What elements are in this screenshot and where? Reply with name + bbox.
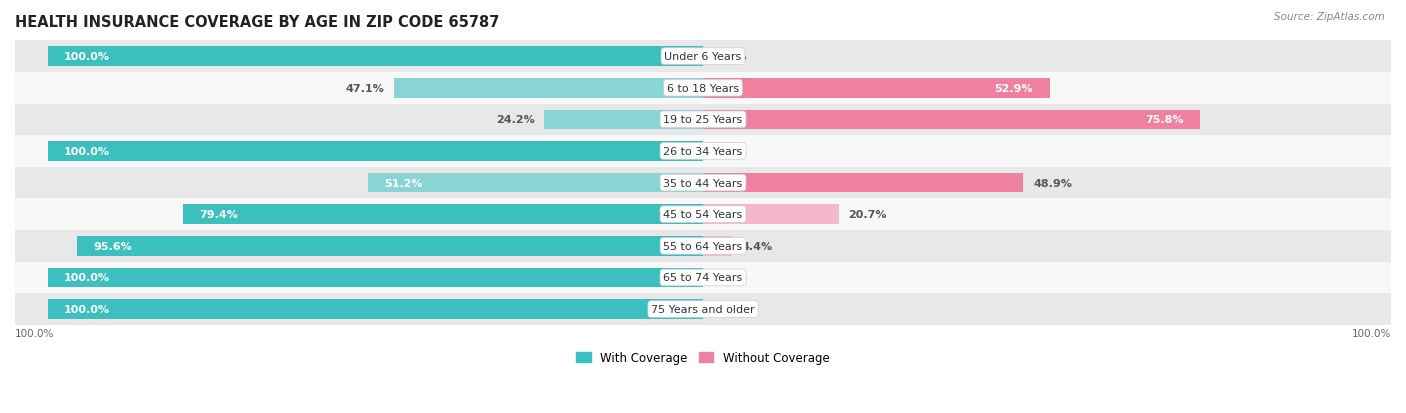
Text: 35 to 44 Years: 35 to 44 Years	[664, 178, 742, 188]
Bar	[394, 79, 703, 98]
Bar	[76, 237, 703, 256]
Bar	[48, 47, 703, 67]
Text: 0.0%: 0.0%	[716, 273, 747, 283]
Bar	[15, 294, 1391, 325]
Bar	[48, 268, 703, 287]
Text: Under 6 Years: Under 6 Years	[665, 52, 741, 62]
Bar	[48, 142, 703, 161]
Bar	[183, 205, 703, 225]
Text: 100.0%: 100.0%	[65, 147, 110, 157]
Text: 26 to 34 Years: 26 to 34 Years	[664, 147, 742, 157]
Text: 4.4%: 4.4%	[741, 241, 773, 251]
Text: 100.0%: 100.0%	[65, 273, 110, 283]
Text: 79.4%: 79.4%	[200, 210, 238, 220]
Bar	[703, 173, 1024, 193]
Bar	[367, 173, 703, 193]
Bar	[15, 73, 1391, 104]
Text: 75.8%: 75.8%	[1144, 115, 1184, 125]
Text: 100.0%: 100.0%	[15, 328, 55, 338]
Bar	[15, 136, 1391, 167]
Bar	[703, 237, 733, 256]
Bar	[48, 299, 703, 319]
Text: 45 to 54 Years: 45 to 54 Years	[664, 210, 742, 220]
Bar	[15, 230, 1391, 262]
Bar	[703, 79, 1050, 98]
Text: 55 to 64 Years: 55 to 64 Years	[664, 241, 742, 251]
Bar	[15, 167, 1391, 199]
Text: 52.9%: 52.9%	[994, 83, 1033, 93]
Text: 51.2%: 51.2%	[384, 178, 422, 188]
Text: 47.1%: 47.1%	[346, 83, 385, 93]
Bar	[703, 110, 1199, 130]
Text: 20.7%: 20.7%	[848, 210, 887, 220]
Text: HEALTH INSURANCE COVERAGE BY AGE IN ZIP CODE 65787: HEALTH INSURANCE COVERAGE BY AGE IN ZIP …	[15, 15, 499, 30]
Bar	[15, 104, 1391, 136]
Text: 24.2%: 24.2%	[496, 115, 534, 125]
Bar	[15, 262, 1391, 294]
Text: 48.9%: 48.9%	[1033, 178, 1073, 188]
Text: 75 Years and older: 75 Years and older	[651, 304, 755, 314]
Text: 100.0%: 100.0%	[65, 304, 110, 314]
Legend: With Coverage, Without Coverage: With Coverage, Without Coverage	[572, 347, 834, 369]
Text: 6 to 18 Years: 6 to 18 Years	[666, 83, 740, 93]
Text: 95.6%: 95.6%	[93, 241, 132, 251]
Bar	[15, 41, 1391, 73]
Text: 100.0%: 100.0%	[1351, 328, 1391, 338]
Text: Source: ZipAtlas.com: Source: ZipAtlas.com	[1274, 12, 1385, 22]
Bar	[544, 110, 703, 130]
Text: 0.0%: 0.0%	[716, 147, 747, 157]
Bar	[15, 199, 1391, 230]
Text: 0.0%: 0.0%	[716, 52, 747, 62]
Text: 0.0%: 0.0%	[716, 304, 747, 314]
Text: 19 to 25 Years: 19 to 25 Years	[664, 115, 742, 125]
Bar	[703, 205, 838, 225]
Text: 100.0%: 100.0%	[65, 52, 110, 62]
Text: 65 to 74 Years: 65 to 74 Years	[664, 273, 742, 283]
